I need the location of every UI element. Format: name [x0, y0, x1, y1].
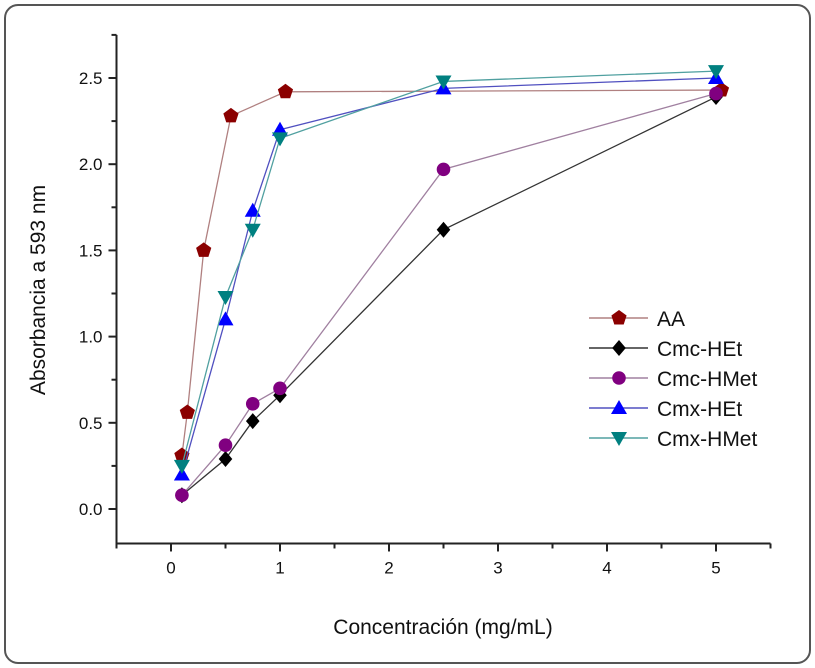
marker-pentagon [179, 404, 195, 419]
series-line [181, 89, 722, 456]
marker-triangle-down [217, 290, 234, 305]
marker-diamond [436, 221, 451, 238]
y-tick-label: 2.5 [79, 69, 103, 88]
marker-circle [245, 397, 260, 411]
legend-item: Cmx-HEt [589, 398, 742, 421]
marker-circle [175, 488, 189, 503]
legend-label: Cmc-HMet [657, 368, 757, 391]
marker-pentagon [223, 107, 239, 123]
marker-triangle-down [173, 459, 190, 474]
x-tick-label: 5 [711, 558, 720, 577]
marker-triangle-down [244, 223, 261, 238]
marker-triangle-down [435, 75, 452, 90]
y-tick-label: 1.0 [79, 328, 103, 347]
y-tick-label: 1.5 [79, 241, 103, 260]
y-tick-label: 0.0 [79, 500, 103, 519]
series-line [181, 92, 717, 496]
marker-circle [218, 438, 233, 453]
marker-circle [436, 162, 451, 177]
x-tick-label: 0 [166, 558, 175, 577]
legend-item: Cmc-HMet [589, 368, 757, 391]
marker-triangle-down [708, 65, 724, 80]
marker-pentagon [196, 242, 212, 257]
series-Cmc-HEt [175, 88, 723, 504]
marker-triangle-up [611, 400, 627, 414]
series-line [181, 96, 717, 496]
marker-circle [709, 86, 723, 101]
series-line [181, 77, 717, 475]
x-tick-label: 2 [384, 558, 393, 577]
marker-triangle-up [217, 311, 234, 326]
marker-pentagon [611, 310, 627, 325]
legend-label: Cmc-HEt [657, 338, 742, 361]
marker-diamond [245, 413, 260, 430]
x-axis-label: Concentración (mg/mL) [333, 616, 552, 639]
legend-label: AA [657, 308, 685, 331]
marker-circle [612, 371, 626, 385]
marker-triangle-down [272, 132, 288, 147]
y-tick-label: 0.5 [79, 414, 103, 433]
series-Cmc-HMet [175, 86, 723, 503]
series-line [181, 70, 717, 467]
series-Cmx-HMet [173, 65, 724, 474]
marker-triangle-down [611, 432, 627, 446]
x-tick-label: 3 [493, 558, 502, 577]
marker-diamond [612, 340, 626, 356]
x-tick-label: 1 [275, 558, 284, 577]
x-tick-label: 4 [602, 558, 611, 577]
marker-pentagon [277, 83, 294, 99]
chart-border [4, 4, 811, 664]
legend-item: Cmx-HMet [589, 428, 757, 451]
y-axis-label: Absorbancia a 593 nm [27, 185, 50, 395]
legend-item: AA [589, 308, 685, 331]
marker-circle [273, 381, 287, 396]
legend-label: Cmx-HEt [657, 398, 742, 421]
marker-triangle-up [272, 121, 288, 136]
y-tick-label: 2.0 [79, 155, 103, 174]
marker-triangle-up [244, 202, 261, 217]
marker-diamond [218, 451, 233, 468]
legend-item: Cmc-HEt [589, 338, 742, 361]
legend-label: Cmx-HMet [657, 428, 757, 451]
